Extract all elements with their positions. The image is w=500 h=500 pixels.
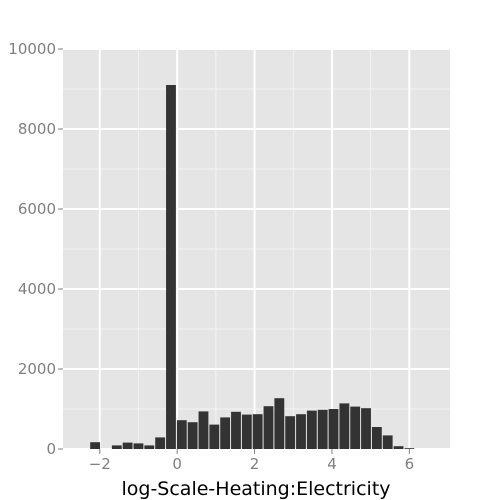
histogram-bar xyxy=(274,398,285,449)
y-tick-label: 6000 xyxy=(18,200,56,218)
histogram-bar xyxy=(393,446,404,449)
histogram-bar xyxy=(404,448,415,449)
histogram-bar xyxy=(90,442,101,449)
x-axis: −2 0 2 4 6 xyxy=(89,449,414,473)
histogram-bar xyxy=(339,403,350,449)
histogram-bar xyxy=(155,437,166,449)
histogram-bar xyxy=(263,406,274,449)
histogram-bar xyxy=(166,85,176,449)
y-tick-label: 8000 xyxy=(18,120,56,138)
histogram-bar xyxy=(209,424,220,449)
histogram-bar xyxy=(382,435,393,449)
histogram-bar xyxy=(285,416,296,449)
histogram-bar xyxy=(144,445,155,449)
y-tick-label: 2000 xyxy=(18,360,56,378)
histogram-bar xyxy=(231,411,241,449)
histogram-bars xyxy=(90,85,415,449)
histogram-bar xyxy=(296,414,306,449)
histogram-bar xyxy=(350,406,361,449)
y-tick-label: 0 xyxy=(46,440,56,458)
minor-gridlines xyxy=(63,49,450,449)
histogram-bar xyxy=(198,411,209,449)
x-tick-label: 2 xyxy=(250,455,260,473)
x-tick-label: 4 xyxy=(327,455,337,473)
histogram-bar xyxy=(122,442,133,449)
y-axis: 0 2000 4000 6000 8000 10000 xyxy=(8,40,63,458)
histogram-bar xyxy=(176,420,187,449)
y-tick-label: 4000 xyxy=(18,280,56,298)
histogram-bar xyxy=(252,414,263,449)
histogram-bar xyxy=(241,414,252,449)
histogram-bar xyxy=(306,410,317,449)
histogram-bar xyxy=(187,422,198,449)
x-tick-label: 6 xyxy=(405,455,415,473)
histogram-bar xyxy=(371,427,382,449)
histogram-bar xyxy=(133,443,144,449)
x-axis-title: log-Scale-Heating:Electricity xyxy=(121,478,390,500)
histogram-bar xyxy=(220,417,231,449)
y-tick-label: 10000 xyxy=(8,40,56,58)
histogram-bar xyxy=(328,409,339,449)
histogram-bar xyxy=(361,408,371,449)
x-tick-label: −2 xyxy=(89,455,111,473)
histogram-bar xyxy=(111,445,122,449)
x-tick-label: 0 xyxy=(172,455,182,473)
histogram-bar xyxy=(317,409,328,449)
